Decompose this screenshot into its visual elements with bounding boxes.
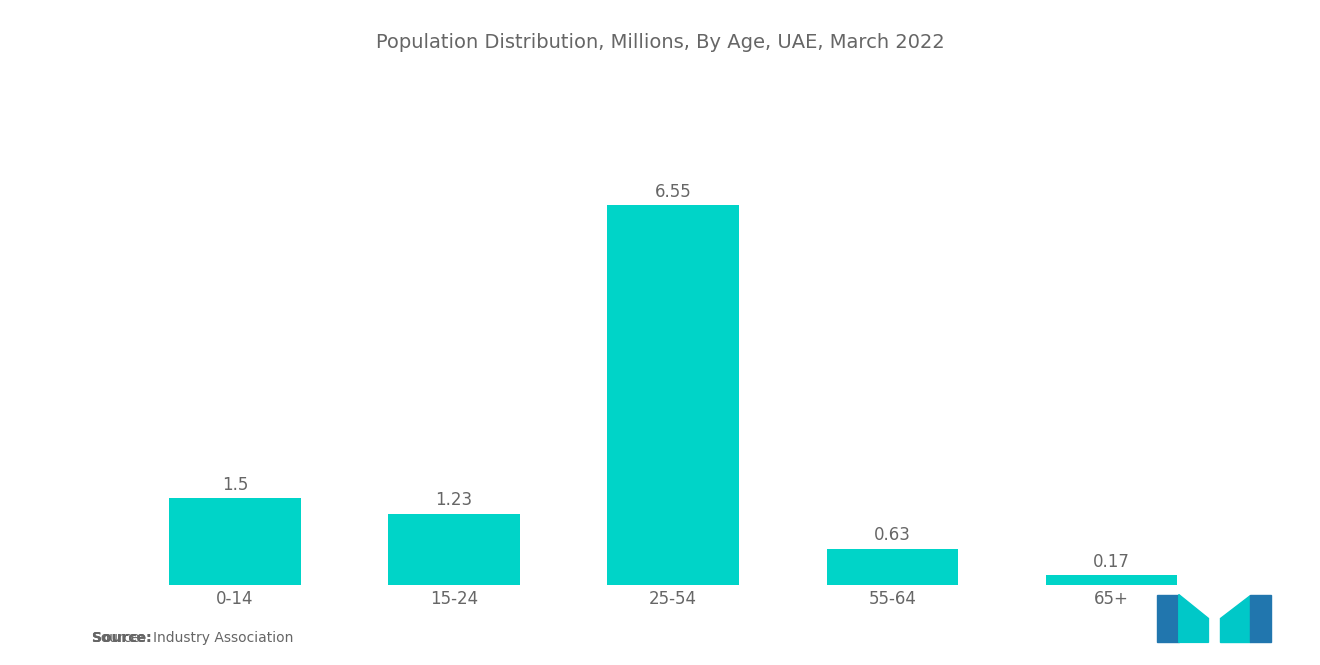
- Text: Population Distribution, Millions, By Age, UAE, March 2022: Population Distribution, Millions, By Ag…: [376, 33, 944, 53]
- Text: 1.5: 1.5: [222, 475, 248, 493]
- Bar: [169, 498, 301, 585]
- Text: 1.23: 1.23: [436, 491, 473, 509]
- Text: 0.63: 0.63: [874, 526, 911, 544]
- Text: Source:: Source:: [92, 631, 152, 645]
- Text: Source:: Source:: [92, 631, 152, 645]
- Text: 6.55: 6.55: [655, 183, 692, 201]
- Bar: [1045, 575, 1177, 585]
- Polygon shape: [1179, 595, 1209, 642]
- Polygon shape: [1158, 595, 1179, 642]
- Text: 0.17: 0.17: [1093, 553, 1130, 571]
- Polygon shape: [1250, 595, 1271, 642]
- Text: Source:  Industry Association: Source: Industry Association: [92, 631, 294, 645]
- Bar: [388, 514, 520, 585]
- Bar: [607, 205, 739, 585]
- Polygon shape: [1220, 595, 1250, 642]
- Bar: [826, 549, 958, 585]
